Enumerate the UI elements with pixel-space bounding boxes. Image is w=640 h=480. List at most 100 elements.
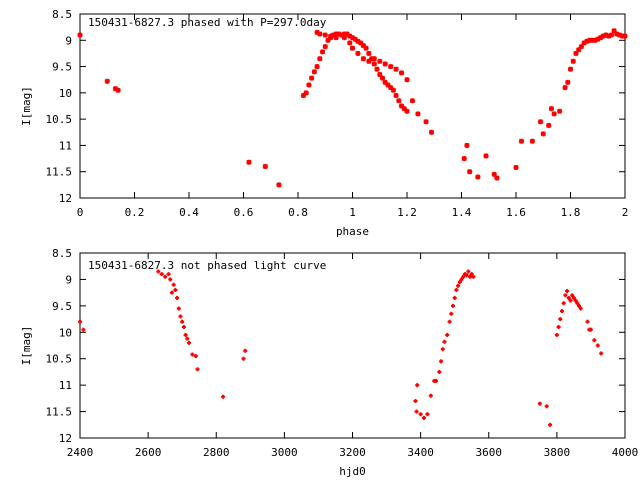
- bottom-chart-y-axis: 8.5 9 9.5 10 10.5 11 11.5 12: [46, 247, 625, 445]
- top-chart-plot-frame: [79, 13, 626, 199]
- bottom-chart-data-point: [537, 401, 542, 406]
- bottom-chart-data-point: [571, 295, 576, 300]
- top-chart-data-point: [379, 75, 386, 81]
- top-chart-data-point: [349, 45, 356, 51]
- bottom-chart-data-point: [452, 295, 457, 300]
- top-chart-data-point: [567, 66, 574, 72]
- top-chart-x-tick-label: 1.2: [397, 206, 417, 219]
- top-chart-data-point: [393, 66, 399, 72]
- top-chart-data-point: [276, 182, 282, 188]
- bottom-chart-data-point: [442, 339, 447, 344]
- bottom-chart-data-point: [556, 325, 561, 329]
- top-chart-data-point: [366, 58, 372, 64]
- top-chart-y-tick-label: 11: [59, 139, 72, 152]
- top-chart-data-point: [548, 106, 554, 112]
- bottom-chart-data-point: [169, 290, 174, 295]
- top-chart-data-point: [467, 169, 473, 175]
- top-chart-data-point: [393, 92, 399, 99]
- top-chart-data-point: [366, 50, 372, 56]
- top-chart-data-point: [565, 79, 571, 85]
- top-chart-data-point: [570, 58, 576, 64]
- bottom-chart-data-point: [168, 277, 173, 282]
- top-chart-data-point: [461, 156, 467, 162]
- top-chart-data-point: [390, 87, 396, 93]
- top-chart-data-point: [347, 40, 353, 46]
- bottom-chart-x-tick-label: 2400: [67, 446, 94, 459]
- bottom-chart-data-point: [544, 404, 549, 409]
- top-chart-data-point: [341, 35, 347, 41]
- top-chart-data-point: [309, 75, 315, 81]
- bottom-chart-data-point: [466, 269, 471, 274]
- bottom-chart-data-point: [221, 394, 226, 399]
- bottom-chart-data-point: [568, 298, 573, 303]
- top-chart-data-point: [529, 138, 535, 144]
- bottom-chart-x-tick-label: 2800: [203, 446, 230, 459]
- top-chart-data-point: [322, 44, 328, 50]
- top-chart-y-tick-label: 10: [59, 87, 72, 100]
- bottom-chart-data-point: [187, 340, 191, 345]
- top-chart-data-point: [551, 111, 557, 117]
- bottom-chart-x-tick-label: 3000: [271, 446, 298, 459]
- bottom-chart-y-tick-label: 12: [59, 432, 72, 445]
- top-chart-data-point: [382, 79, 388, 85]
- top-chart-data-point: [562, 85, 568, 91]
- top-chart-data-point: [494, 175, 500, 181]
- top-chart-x-tick-label: 1.8: [561, 206, 581, 219]
- top-chart-data-point: [608, 32, 614, 38]
- top-chart-data-point: [388, 85, 394, 91]
- top-chart-data-point: [428, 129, 435, 135]
- bottom-chart-x-axis-label: hjd0: [339, 465, 366, 478]
- top-chart-data-point: [358, 40, 364, 46]
- top-chart-data-point: [371, 61, 377, 67]
- top-chart-y-axis-label: I[mag]: [20, 86, 33, 126]
- bottom-chart-data-point: [461, 274, 466, 279]
- bottom-chart-data-point: [414, 409, 419, 414]
- bottom-chart-data-point: [437, 369, 442, 374]
- bottom-chart-data-point: [171, 282, 176, 287]
- top-chart-data-point: [303, 90, 309, 96]
- bottom-chart-data-point: [193, 354, 198, 359]
- bottom-chart-y-tick-label: 10.5: [46, 353, 73, 366]
- top-chart-data-point: [314, 29, 320, 35]
- bottom-chart-data-point: [413, 399, 418, 403]
- top-chart-data-point: [77, 32, 83, 38]
- bottom-chart-data-point: [559, 309, 564, 314]
- bottom-chart-data-point: [459, 277, 464, 282]
- top-chart-data-point: [595, 36, 601, 42]
- bottom-chart-data-point: [156, 269, 161, 274]
- bottom-chart-y-tick-label: 8.5: [52, 247, 72, 260]
- top-chart-data-point: [483, 153, 489, 159]
- top-chart-data-point: [104, 78, 110, 84]
- bottom-chart-data-point: [585, 319, 590, 324]
- top-chart-y-axis: 8.5 9 9.5 10 10.5 11 11.5 12: [46, 8, 625, 205]
- bottom-chart-x-tick-label: 2600: [135, 446, 162, 459]
- top-chart-data-point: [246, 159, 252, 165]
- bottom-chart-data-point: [183, 332, 188, 337]
- top-chart-x-tick-label: 0.6: [234, 206, 254, 219]
- bottom-chart-data-point: [190, 352, 195, 357]
- top-chart-data-point: [537, 119, 544, 125]
- bottom-chart-data-point: [175, 295, 180, 300]
- top-chart-data-point: [622, 33, 628, 39]
- bottom-chart-data-point: [454, 288, 459, 292]
- bottom-chart-data-point: [558, 317, 563, 322]
- bottom-chart-data-point: [428, 393, 433, 398]
- bottom-chart-data-point: [578, 306, 583, 311]
- bottom-chart-y-tick-label: 11.5: [46, 406, 73, 419]
- top-chart-data-point: [317, 31, 323, 37]
- top-chart-panel: 8.5 9 9.5 10 10.5 11 11.5 12 0 0.2 0.4 0.6 0.8 1 1.2 1…: [20, 8, 628, 238]
- bottom-chart-data-point: [439, 359, 444, 364]
- bottom-chart-data-point: [418, 412, 423, 417]
- top-chart-data-point: [360, 56, 366, 62]
- bottom-chart-data-point: [575, 301, 580, 306]
- bottom-chart-data-point: [577, 303, 582, 308]
- top-chart-data-point: [513, 164, 519, 171]
- bottom-chart-data-point: [548, 422, 553, 427]
- top-chart-data-point: [317, 56, 323, 62]
- top-chart-data-point: [311, 69, 317, 75]
- top-chart-data-point: [115, 87, 121, 93]
- bottom-chart-data-point: [456, 283, 461, 288]
- top-chart-x-tick-label: 1.4: [452, 206, 472, 219]
- bottom-chart-title: 150431-6827.3 not phased light curve: [88, 259, 326, 272]
